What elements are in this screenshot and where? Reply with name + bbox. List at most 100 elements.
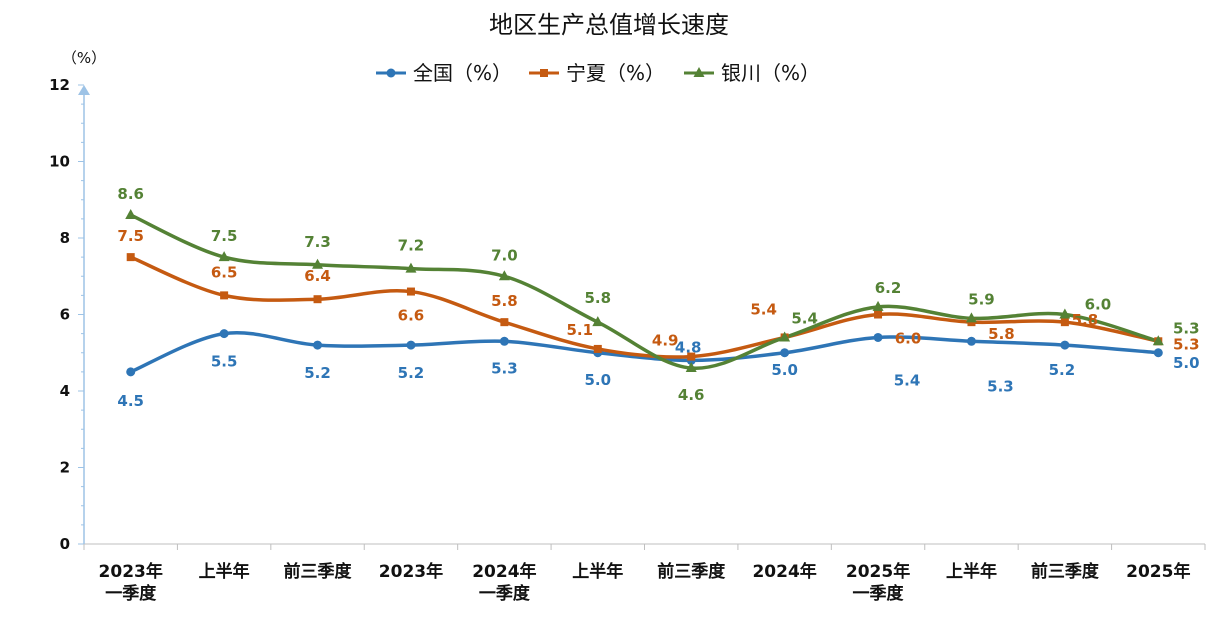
legend-label: 全国（%） [413,61,512,85]
chart-title: 地区生产总值增长速度 [489,11,729,39]
circle-marker [1060,340,1070,350]
data-label: 6.5 [211,263,238,281]
y-tick-label: 4 [60,382,70,400]
series-layer [125,209,1164,377]
triangle-marker [1059,308,1071,319]
data-label: 7.5 [117,227,144,245]
data-label: 4.9 [652,332,679,350]
data-label: 5.8 [585,289,612,307]
x-tick-label: 前三季度 [1031,561,1100,582]
square-marker [593,344,602,353]
square-marker [687,352,696,361]
data-label: 5.0 [771,361,798,379]
x-tick-label-line: 2023年 [379,561,443,582]
legend: 全国（%） 宁夏（%） 银川（%） [376,61,820,85]
x-tick-label: 2024年 [752,561,816,582]
x-tick-label: 2023年 [379,561,443,582]
square-marker [126,253,135,262]
y-axis-arrow [78,85,90,95]
data-label: 5.4 [894,371,921,389]
circle-marker [873,332,883,342]
x-tick-label-line: 2023年 [99,561,163,582]
data-label: 5.0 [1173,354,1200,372]
data-label: 5.3 [987,377,1014,395]
data-label: 5.3 [491,359,518,377]
circle-marker [780,348,790,358]
x-tick-label: 上半年 [199,561,250,582]
circle-marker [966,336,976,346]
x-tick-label: 2025年 [1126,561,1190,582]
x-tick-label-line: 前三季度 [1031,561,1100,582]
x-tick-label-line: 2025年 [846,561,910,582]
y-tick-label: 6 [60,306,70,324]
square-marker [220,291,229,300]
x-tick-label-line: 前三季度 [284,561,353,582]
circle-marker [406,340,416,350]
triangle-marker [872,300,884,311]
square-marker [313,295,322,304]
y-tick-label: 10 [49,153,70,171]
series-line [128,213,1161,370]
x-tick-label: 2024年一季度 [472,561,536,604]
x-tick-label-line: 2024年 [472,561,536,582]
data-label: 5.9 [968,290,995,308]
data-label: 5.8 [1072,311,1099,329]
triangle-marker [312,258,324,269]
legend-label: 宁夏（%） [566,61,665,85]
data-label: 5.4 [791,309,818,327]
circle-marker [1153,348,1163,358]
y-tick-label: 12 [49,76,70,94]
data-label: 5.1 [567,321,594,339]
data-label: 6.0 [895,330,922,348]
square-marker [500,318,509,327]
x-tick-label: 上半年 [572,561,623,582]
x-tick-label-line: 一季度 [105,583,157,604]
series-line [128,255,1161,359]
data-label: 7.3 [304,233,331,251]
square-marker [540,69,548,77]
data-label: 5.2 [398,364,425,382]
y-tick-label: 0 [60,535,70,553]
x-tick-label: 前三季度 [284,561,353,582]
legend-label: 银川（%） [721,61,820,85]
data-label: 4.5 [117,392,144,410]
data-label: 6.2 [875,279,902,297]
square-marker [406,287,415,296]
data-label: 7.2 [398,237,425,255]
data-label: 5.0 [585,371,612,389]
triangle-marker [592,316,604,327]
data-label-layer: 4.55.55.2 5.2 5.35.04.85.05.4 5.35.2 5.07.56… [117,185,1199,410]
y-tick-label: 2 [60,459,70,477]
triangle-marker [965,312,977,323]
x-tick-label-line: 上半年 [572,561,623,582]
data-label: 6.4 [304,267,331,285]
circle-marker [499,336,509,346]
axes: 0 2 4 6 8 10 12 2023年一季度 上半年 前三季度 2023年 2024年一季度 上半年… [49,76,1206,604]
data-label: 7.0 [491,246,518,264]
x-tick-label-line: 一季度 [853,583,905,604]
x-tick-label: 上半年 [946,561,997,582]
circle-marker [219,329,229,339]
triangle-marker [498,270,510,281]
triangle-marker [779,331,791,342]
series-line [128,331,1161,374]
x-tick-label: 2023年一季度 [99,561,163,604]
triangle-marker [218,251,230,262]
triangle-marker [1152,335,1164,346]
x-tick-label-line: 2025年 [1126,561,1190,582]
circle-marker [313,340,323,350]
data-label: 5.8 [491,292,518,310]
data-label: 5.2 [1049,361,1076,379]
data-label: 8.6 [117,185,144,203]
x-tick-label-line: 上半年 [946,561,997,582]
y-tick-label: 8 [60,229,70,247]
x-tick-label-line: 2024年 [752,561,816,582]
data-label: 5.4 [750,300,777,318]
x-tick-label: 2025年一季度 [846,561,910,604]
data-label: 5.8 [988,325,1015,343]
x-tick-label: 前三季度 [657,561,726,582]
circle-marker [126,367,136,377]
triangle-marker [693,67,705,77]
data-label: 4.6 [678,386,705,404]
